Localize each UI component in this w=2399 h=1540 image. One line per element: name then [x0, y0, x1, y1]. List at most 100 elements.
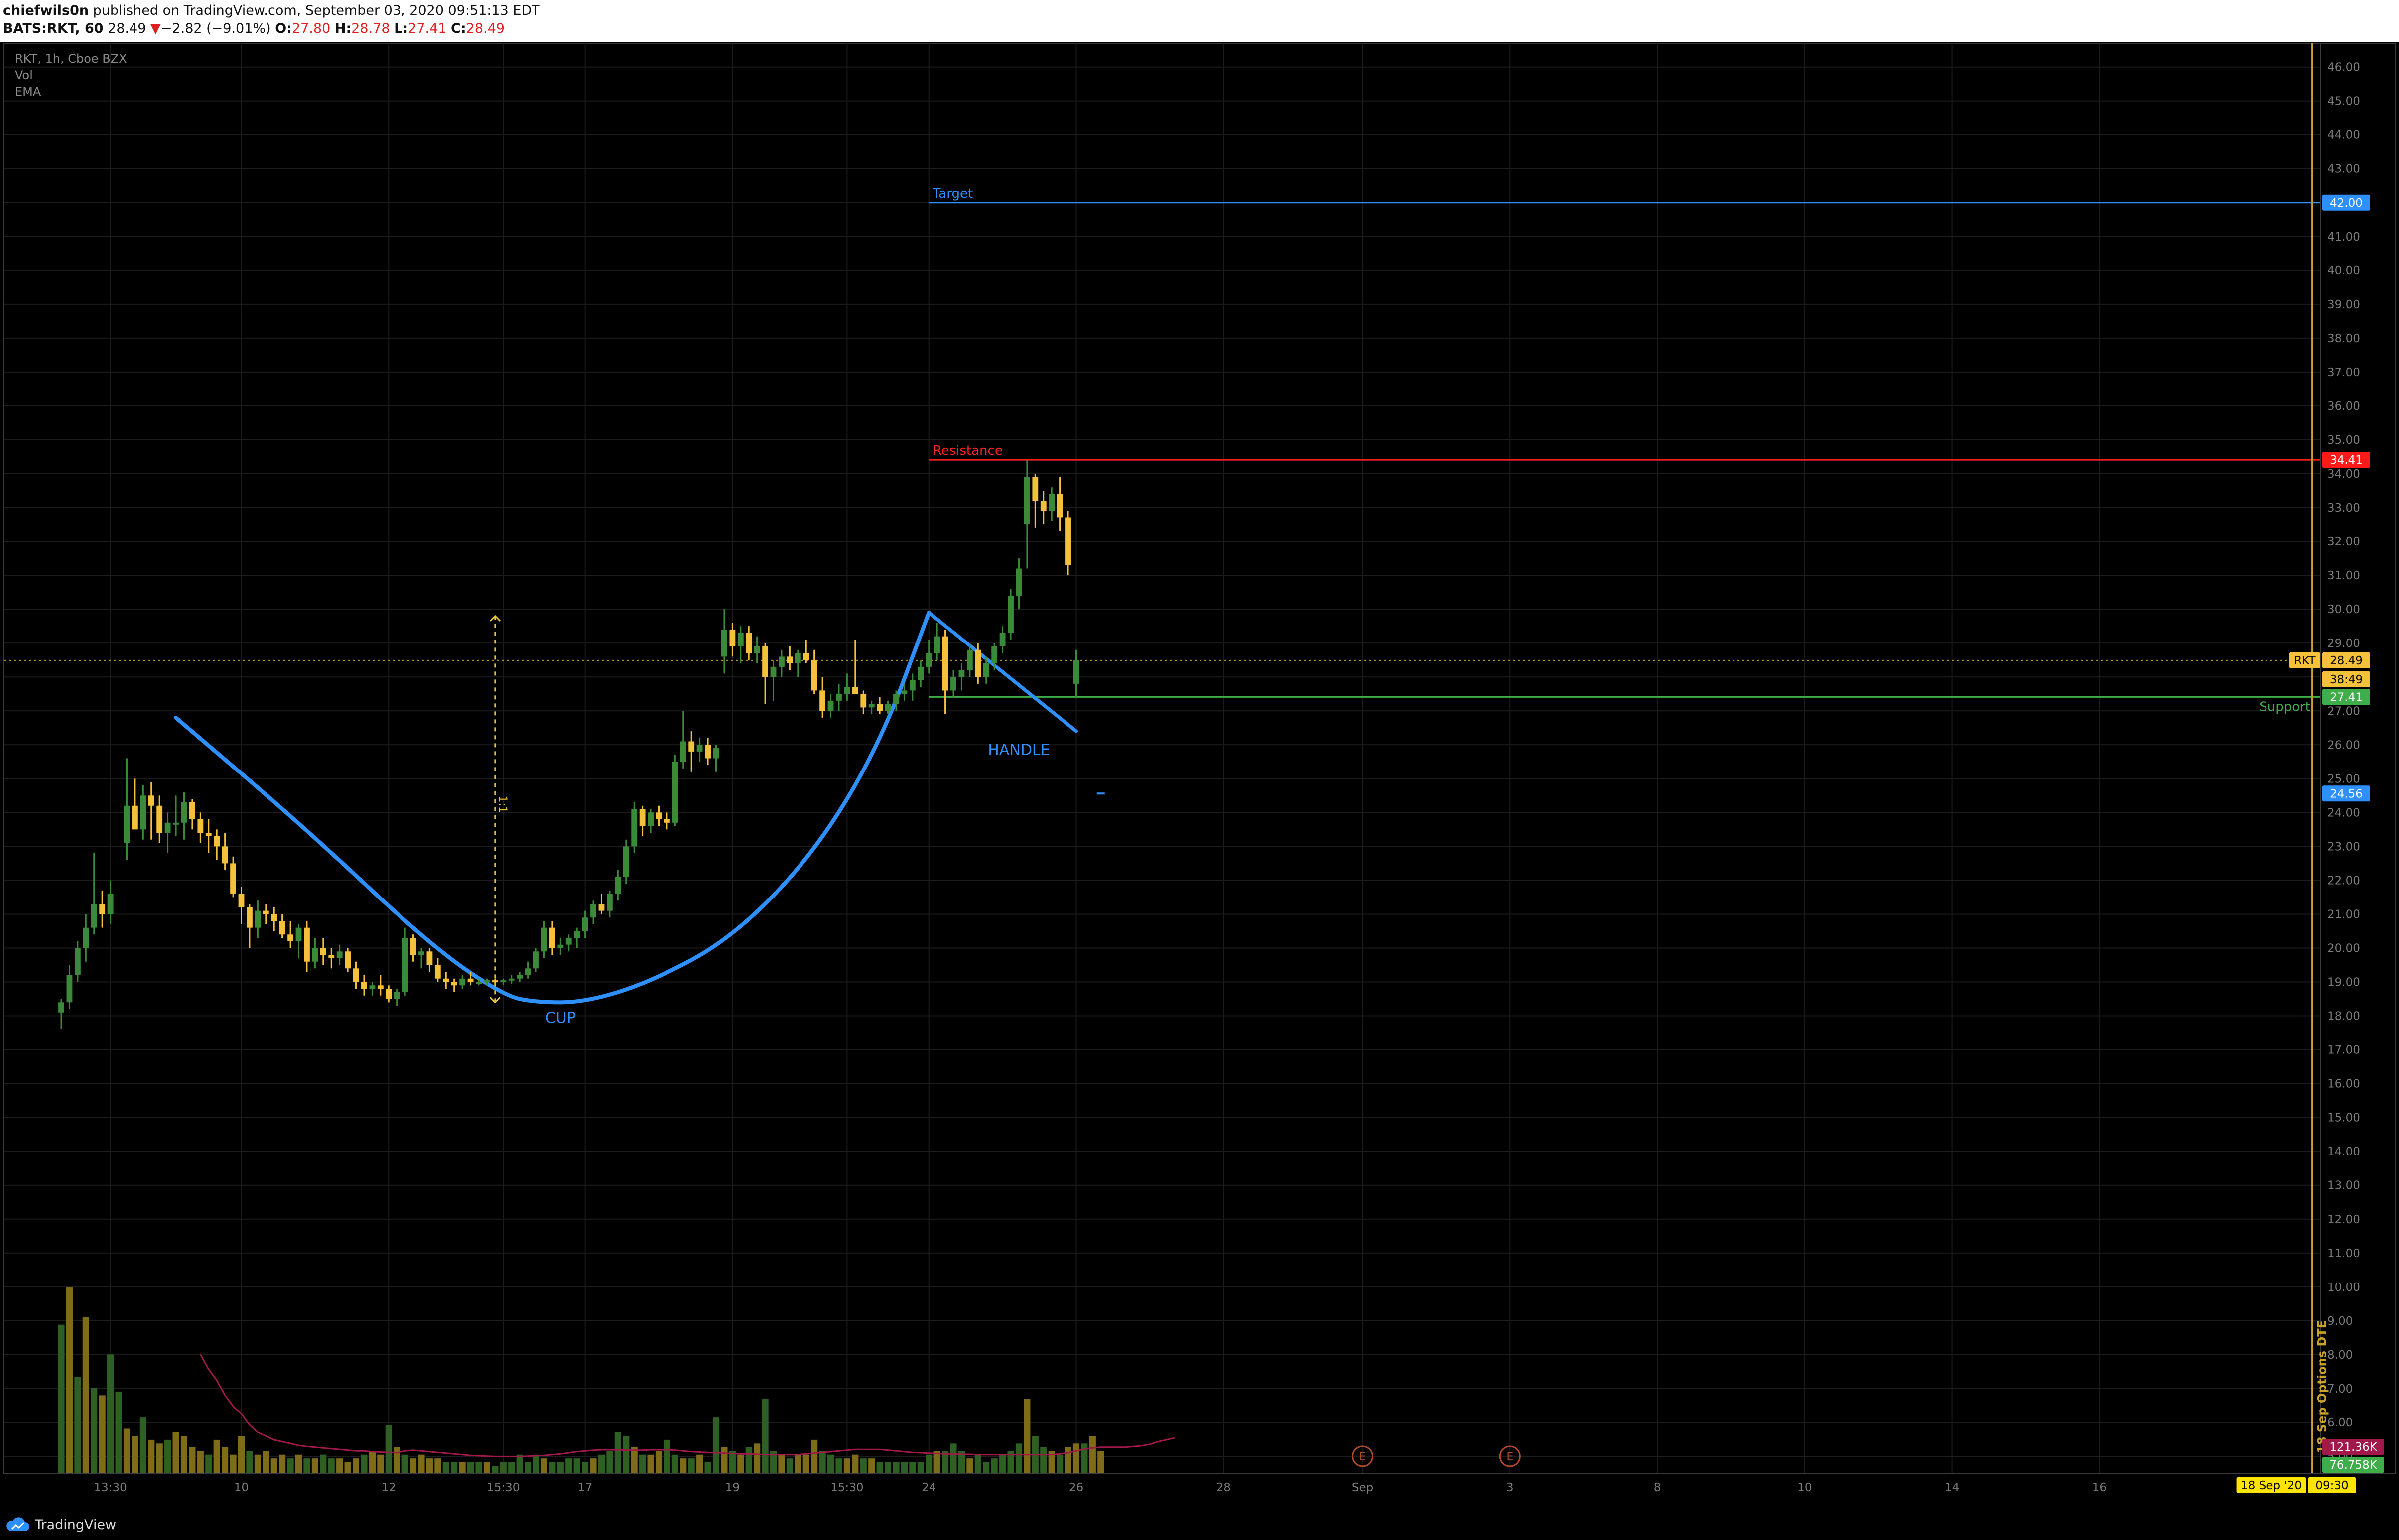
price-tick-label: 36.00 — [2327, 400, 2360, 413]
candle-body — [279, 921, 285, 935]
candle-body — [1032, 477, 1039, 501]
volume-bar — [409, 1458, 417, 1473]
candle-body — [353, 968, 359, 982]
tradingview-logo[interactable]: TradingView — [5, 1516, 116, 1533]
price-tick-label: 34.00 — [2327, 468, 2360, 481]
volume-bar — [1015, 1443, 1023, 1473]
volume-bar — [230, 1454, 237, 1473]
volume-bar — [827, 1454, 834, 1473]
time-tick-label: 3 — [1506, 1481, 1514, 1494]
volume-bar — [942, 1451, 949, 1473]
candle-body — [173, 822, 179, 825]
options-date-tag — [2236, 1477, 2306, 1493]
volume-bar — [549, 1462, 556, 1473]
candle-body — [434, 965, 441, 979]
volume-bar — [770, 1451, 777, 1473]
price-tick-label: 13.00 — [2327, 1179, 2360, 1192]
publisher-name[interactable]: chiefwils0n — [3, 3, 89, 18]
volume-bar — [213, 1439, 220, 1473]
volume-bar — [598, 1454, 605, 1473]
price-tick-label: 23.00 — [2327, 840, 2360, 853]
candle-body — [598, 904, 605, 911]
candle-body — [443, 978, 449, 982]
earnings-icon[interactable] — [1499, 1445, 1521, 1467]
rkt-symbol-text: RKT — [2294, 654, 2316, 667]
ohlc-line: BATS:RKT, 60 28.49 ▼−2.82 (−9.01%) O:27.… — [3, 21, 505, 36]
volume-bar — [442, 1462, 449, 1473]
candle-body — [705, 745, 711, 759]
volume-bar — [606, 1451, 613, 1473]
candle-body — [361, 982, 367, 989]
candle-body — [754, 646, 760, 653]
volume-bar — [336, 1458, 343, 1473]
symbol-label: BATS:RKT, 60 — [3, 21, 104, 36]
price-tick-label: 17.00 — [2327, 1044, 2360, 1057]
volume-bar — [107, 1354, 114, 1473]
volume-bar — [901, 1462, 908, 1473]
candle-body — [230, 863, 236, 894]
earnings-icon[interactable] — [1352, 1445, 1374, 1467]
price-tick-label: 20.00 — [2327, 942, 2360, 955]
volume-bar — [1048, 1451, 1055, 1473]
time-tick-label: 14 — [1945, 1481, 1959, 1494]
candle-body — [966, 649, 973, 670]
volume-bar — [180, 1436, 188, 1473]
volume-bar — [197, 1451, 204, 1473]
candle-body — [58, 1002, 64, 1013]
price-tick-label: 46.00 — [2327, 61, 2360, 74]
candle-body — [688, 741, 695, 752]
candle-body — [680, 741, 686, 762]
candle-body — [713, 748, 719, 759]
candle-body — [484, 980, 490, 983]
price-tick-label: 30.00 — [2327, 603, 2360, 616]
candle-body — [369, 985, 376, 989]
volume-bar — [852, 1454, 859, 1473]
options-time-tag — [2308, 1477, 2356, 1493]
cloud-icon — [6, 1517, 29, 1531]
volume-bar — [287, 1458, 294, 1473]
candle-body — [386, 989, 392, 999]
ratio-arrow-up — [489, 615, 501, 622]
volume-bar — [500, 1462, 507, 1473]
axes: 46.0045.0044.0043.0042.0041.0040.0039.00… — [94, 61, 2360, 1494]
candle-body — [672, 762, 678, 823]
target-label: Target — [933, 186, 973, 201]
volume-bar — [614, 1432, 621, 1473]
volume-bars — [58, 1287, 1104, 1473]
volume-bar — [893, 1462, 900, 1473]
candle-body — [148, 795, 154, 806]
rkt-symbol-tag — [2289, 652, 2320, 668]
time-tick-label: 28 — [1216, 1481, 1231, 1494]
candle-body — [247, 907, 253, 928]
candle-body — [991, 646, 998, 664]
candles — [58, 460, 1079, 1029]
volume-bar — [115, 1391, 122, 1473]
resistance-label: Resistance — [933, 443, 1003, 458]
candle-body — [664, 819, 670, 823]
ratio-label: 1:1 — [496, 795, 509, 813]
volume-bar — [508, 1462, 515, 1473]
countdown-text: 38:49 — [2330, 673, 2363, 686]
candle-body — [476, 982, 482, 984]
candle-body — [500, 980, 507, 983]
time-tick-label: 13:30 — [94, 1481, 127, 1494]
candle-body — [1057, 494, 1063, 518]
volume-bar — [451, 1462, 458, 1473]
blue-price-tag — [2322, 785, 2370, 802]
candle-body — [574, 931, 580, 938]
countdown-tag — [2322, 671, 2370, 687]
candle-body — [656, 812, 662, 819]
candle-body — [934, 636, 940, 653]
candle-body — [263, 910, 269, 914]
price-chart[interactable]: 46.0045.0044.0043.0042.0041.0040.0039.00… — [0, 42, 2399, 1510]
earnings-markers[interactable]: E E — [1352, 1445, 1521, 1467]
candle-body — [565, 938, 572, 945]
candle-body — [631, 809, 638, 847]
volume-bar — [557, 1462, 564, 1473]
candle-body — [983, 663, 989, 677]
volume-bar — [786, 1458, 793, 1473]
volume-bar — [958, 1451, 965, 1473]
volume-bar — [222, 1447, 229, 1473]
volume-bar — [492, 1466, 499, 1473]
price-tick-label: 15.00 — [2327, 1112, 2360, 1125]
